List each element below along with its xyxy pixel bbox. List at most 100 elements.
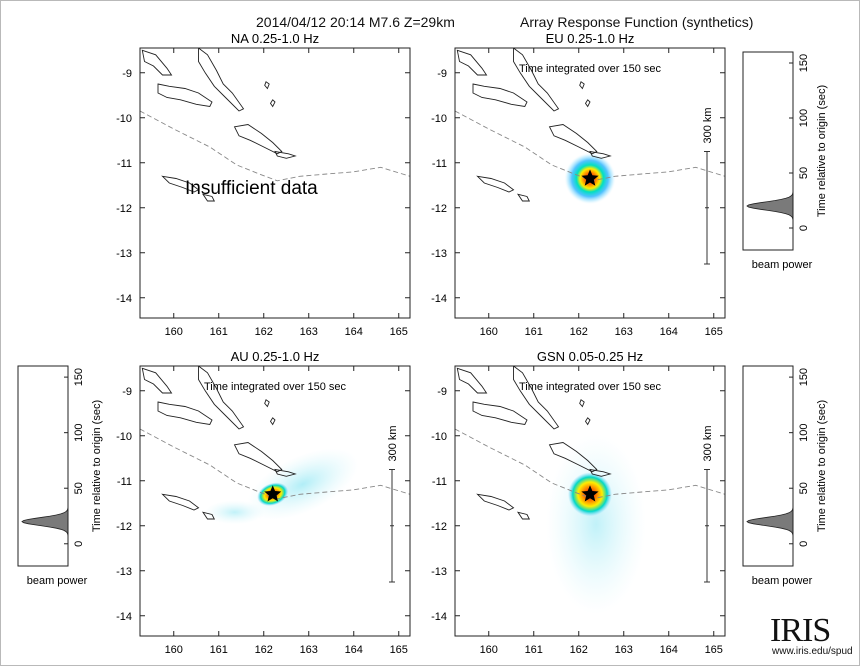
coastline: [274, 150, 297, 159]
coastline: [472, 83, 528, 107]
coastline: [264, 81, 270, 90]
x-tick-label: 162: [255, 644, 273, 656]
y-tick-label: -11: [117, 476, 132, 488]
y-tick-label: -11: [432, 158, 447, 170]
beam-power-frame: [742, 51, 794, 251]
beam-y-axis-label: Time relative to origin (sec): [91, 400, 103, 532]
y-tick-label: -9: [122, 386, 132, 398]
x-tick-label: 161: [525, 644, 543, 656]
y-tick-label: -14: [116, 611, 132, 623]
beam-x-axis-label: beam power: [752, 259, 813, 271]
map-panel-content: [140, 366, 410, 525]
event-header: 2014/04/12 20:14 M7.6 Z=29km: [256, 14, 455, 30]
beam-y-tick-label: 50: [73, 482, 85, 494]
coastline: [274, 468, 297, 477]
coastline: [269, 417, 276, 426]
x-tick-label: 163: [615, 326, 633, 338]
coastline: [141, 49, 173, 76]
coastline: [513, 48, 560, 112]
beam-power-au: 0 50 100 150 Time relative to origin (sec) be…: [17, 365, 103, 587]
beam-power-frame: [742, 365, 794, 567]
beam-y-tick-label: 100: [73, 423, 85, 441]
coastline: [456, 49, 488, 76]
beam-y-tick-label: 150: [798, 368, 810, 386]
y-tick-label: -13: [431, 248, 447, 260]
y-tick-label: -13: [116, 566, 132, 578]
x-tick-label: 163: [615, 644, 633, 656]
coastline: [584, 99, 591, 108]
x-tick-label: 164: [660, 326, 678, 338]
y-tick-label: -12: [116, 521, 132, 533]
x-tick-label: 162: [570, 644, 588, 656]
epicenter-star-icon: [581, 485, 599, 502]
map-panel-na: 160 161 162 163 164 165 -9 -10 -11 -12 -13 -14 NA 0.…: [116, 31, 411, 338]
beam-y-tick-label: 50: [798, 482, 810, 494]
x-tick-label: 165: [705, 326, 723, 338]
iris-logo: IRIS: [770, 612, 831, 650]
y-tick-label: -10: [116, 113, 132, 125]
x-tick-label: 163: [300, 326, 318, 338]
map-frame: [454, 47, 726, 319]
y-tick-label: -9: [122, 68, 132, 80]
iris-logo-text: IRIS: [770, 612, 831, 649]
beam-y-tick-label: 150: [73, 368, 85, 386]
coastline: [157, 83, 213, 107]
iris-url: www.iris.edu/spud: [772, 646, 853, 657]
beam-x-axis-label: beam power: [752, 575, 813, 587]
coastline: [548, 124, 598, 155]
beam-y-axis-label: Time relative to origin (sec): [816, 400, 828, 532]
coastline: [516, 193, 531, 202]
coastline: [579, 81, 585, 90]
beam-y-tick-label: 0: [73, 541, 85, 547]
y-tick-label: -10: [431, 113, 447, 125]
x-tick-label: 162: [570, 326, 588, 338]
coastline: [476, 493, 515, 511]
coastline: [579, 399, 585, 408]
x-tick-label: 161: [210, 644, 228, 656]
map-panel-gsn: 160 161 162 163 164 165 -9 -10 -11 -12 -13 -14 GSN 0…: [431, 349, 726, 656]
beam-y-tick-label: 0: [798, 225, 810, 231]
coastline: [472, 401, 528, 425]
beam-y-tick-label: 100: [798, 423, 810, 441]
beam-y-axis-label: Time relative to origin (sec): [816, 85, 828, 217]
y-tick-label: -14: [116, 293, 132, 305]
x-tick-label: 160: [480, 644, 498, 656]
panel-title: GSN 0.05-0.25 Hz: [537, 349, 643, 364]
x-tick-label: 165: [705, 644, 723, 656]
plate-boundary-line: [140, 110, 410, 182]
map-panel-content: [455, 366, 725, 615]
coastline: [584, 417, 591, 426]
beam-power-curve: [746, 184, 794, 228]
beam-power-curve: [746, 499, 794, 544]
integration-note: Time integrated over 150 sec: [519, 63, 662, 75]
coastline: [513, 366, 560, 430]
map-panel-content: [140, 48, 410, 202]
integration-note: Time integrated over 150 sec: [204, 381, 347, 393]
epicenter-star-icon: [581, 169, 599, 186]
coastline: [233, 442, 283, 473]
integration-note: Time integrated over 150 sec: [519, 381, 662, 393]
panel-title: EU 0.25-1.0 Hz: [546, 31, 635, 46]
insufficient-data-message: Insufficient data: [185, 178, 318, 199]
coastline: [201, 193, 216, 202]
coastline: [201, 511, 216, 520]
y-tick-label: -12: [431, 203, 447, 215]
beam-y-tick-label: 100: [798, 109, 810, 127]
y-tick-label: -12: [431, 521, 447, 533]
x-tick-label: 161: [525, 326, 543, 338]
beam-power-haze: [546, 434, 646, 615]
panel-title: NA 0.25-1.0 Hz: [231, 31, 319, 46]
x-tick-label: 163: [300, 644, 318, 656]
beam-power-frame: [17, 365, 69, 567]
y-tick-label: -11: [117, 158, 132, 170]
scale-bar-label: 300 km: [387, 425, 399, 461]
coastline: [198, 48, 245, 112]
x-tick-label: 162: [255, 326, 273, 338]
map-frame: [139, 365, 411, 637]
beam-y-tick-label: 50: [798, 167, 810, 179]
y-tick-label: -13: [116, 248, 132, 260]
y-tick-label: -9: [437, 68, 447, 80]
coastline: [141, 367, 173, 394]
x-tick-label: 160: [165, 644, 183, 656]
